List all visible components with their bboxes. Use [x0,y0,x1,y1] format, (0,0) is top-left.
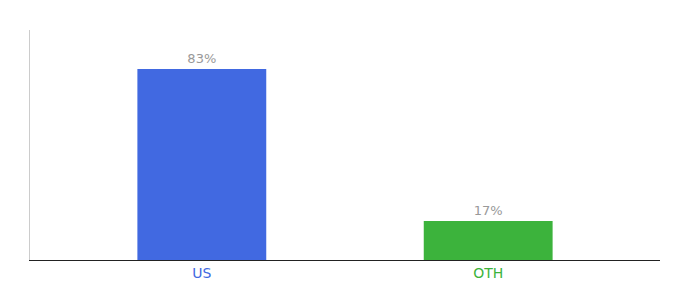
svg-text:83%: 83% [187,51,216,66]
svg-text:US: US [192,265,211,281]
svg-text:OTH: OTH [473,265,503,281]
svg-text:17%: 17% [474,203,503,218]
